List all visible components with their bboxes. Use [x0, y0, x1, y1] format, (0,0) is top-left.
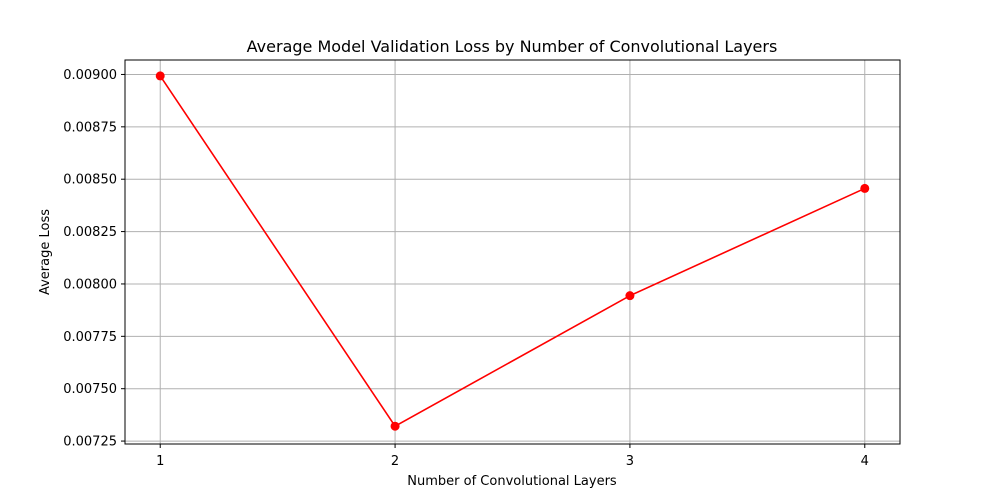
plot-frame [124, 59, 901, 445]
series-layer [155, 71, 870, 431]
series-line [159, 75, 866, 428]
x-tick-label: 2 [391, 454, 399, 469]
data-point [625, 291, 635, 301]
y-tick-label: 0.00750 [63, 382, 117, 397]
grid [125, 60, 900, 444]
y-axis: 0.00725 0.00750 0.00775 0.00800 0.00825 0.008… [63, 68, 125, 450]
y-tick-label: 0.00775 [63, 330, 117, 345]
y-tick-label: 0.00725 [63, 435, 117, 450]
x-tick-label: 1 [156, 454, 164, 469]
y-tick-label: 0.00875 [63, 120, 117, 135]
chart-title: Average Model Validation Loss by Number … [247, 37, 778, 56]
data-point [390, 421, 400, 431]
y-tick-label: 0.00900 [63, 68, 117, 83]
x-axis-label: Number of Convolutional Layers [407, 474, 617, 489]
x-tick-label: 3 [626, 454, 634, 469]
y-axis-label: Average Loss [38, 209, 53, 295]
x-axis: 1 2 3 4 [156, 444, 869, 469]
y-tick-label: 0.00800 [63, 277, 117, 292]
x-tick-label: 4 [861, 454, 869, 469]
y-tick-label: 0.00825 [63, 225, 117, 240]
y-tick-label: 0.00850 [63, 173, 117, 188]
data-point [860, 183, 870, 193]
data-point [155, 71, 165, 81]
